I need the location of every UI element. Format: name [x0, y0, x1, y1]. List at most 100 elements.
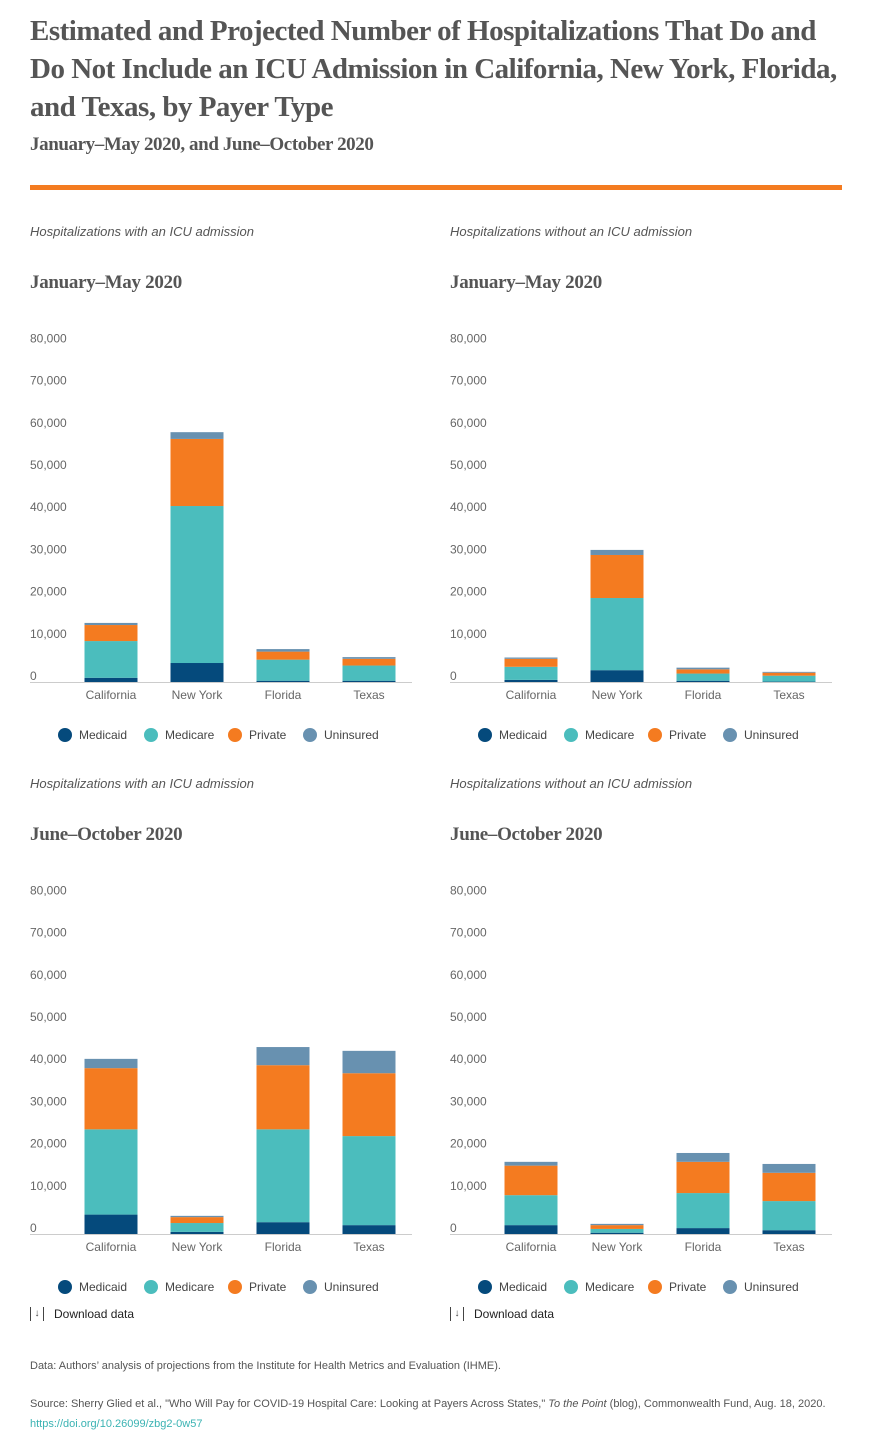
bar-segment-uninsured-texas[interactable]	[342, 1050, 396, 1074]
bar-segment-medicaid-texas[interactable]	[762, 681, 816, 683]
legend-item-medicaid[interactable]: Medicaid	[478, 1280, 547, 1294]
y-tick-label: 50,000	[30, 1010, 67, 1024]
panel-label: Hospitalizations with an ICU admission	[30, 224, 254, 239]
bar-segment-medicaid-california[interactable]	[504, 1225, 558, 1234]
bar-segment-medicare-california[interactable]	[504, 666, 558, 680]
bar-segment-medicare-texas[interactable]	[342, 665, 396, 681]
y-tick-label: 40,000	[450, 1052, 487, 1066]
legend-item-private[interactable]: Private	[648, 728, 706, 742]
bar-segment-private-california[interactable]	[84, 1068, 138, 1130]
bar-segment-medicaid-california[interactable]	[504, 679, 558, 682]
bar-segment-private-florida[interactable]	[256, 1065, 310, 1130]
bar-segment-medicare-california[interactable]	[84, 1129, 138, 1215]
bar-segment-medicare-florida[interactable]	[256, 1129, 310, 1223]
bar-segment-private-california[interactable]	[504, 658, 558, 667]
bar-segment-private-california[interactable]	[84, 625, 138, 642]
bar-segment-uninsured-california[interactable]	[84, 622, 138, 626]
bar-segment-uninsured-texas[interactable]	[762, 671, 816, 673]
bar-segment-uninsured-california[interactable]	[504, 657, 558, 659]
bar-segment-medicare-texas[interactable]	[762, 675, 816, 682]
legend-item-uninsured[interactable]: Uninsured	[723, 728, 799, 742]
legend-item-uninsured[interactable]: Uninsured	[723, 1280, 799, 1294]
legend-item-medicare[interactable]: Medicare	[564, 728, 634, 742]
legend-item-private[interactable]: Private	[228, 1280, 286, 1294]
bar-segment-medicaid-texas[interactable]	[762, 1230, 816, 1234]
bar-segment-private-texas[interactable]	[342, 658, 396, 666]
bar-segment-uninsured-florida[interactable]	[676, 1152, 730, 1162]
bar-segment-uninsured-florida[interactable]	[256, 1047, 310, 1066]
bar-segment-medicaid-florida[interactable]	[676, 680, 730, 682]
bar-segment-medicaid-florida[interactable]	[256, 1222, 310, 1234]
source-link[interactable]: https://doi.org/10.26099/zbg2-0w57	[30, 1418, 203, 1430]
legend-item-medicare[interactable]: Medicare	[144, 1280, 214, 1294]
bar-segment-private-florida[interactable]	[676, 669, 730, 674]
legend-item-uninsured[interactable]: Uninsured	[303, 1280, 379, 1294]
x-tick-label: California	[86, 688, 137, 702]
y-tick-label: 70,000	[30, 374, 67, 388]
bar-segment-uninsured-new-york[interactable]	[170, 432, 224, 439]
bar-segment-uninsured-texas[interactable]	[342, 657, 396, 659]
bar-segment-medicare-florida[interactable]	[256, 659, 310, 681]
bar-segment-medicare-texas[interactable]	[342, 1136, 396, 1226]
bar-segment-uninsured-california[interactable]	[504, 1161, 558, 1166]
bar-segment-private-texas[interactable]	[762, 672, 816, 676]
bar-segment-medicare-new-york[interactable]	[590, 1228, 644, 1233]
y-tick-label: 30,000	[30, 1094, 67, 1108]
bar-segment-medicare-new-york[interactable]	[590, 598, 644, 671]
bar-segment-medicaid-new-york[interactable]	[170, 663, 224, 682]
bar-segment-private-california[interactable]	[504, 1165, 558, 1196]
bar-segment-medicaid-florida[interactable]	[676, 1228, 730, 1234]
bar-segment-medicaid-california[interactable]	[84, 677, 138, 682]
bar-segment-uninsured-florida[interactable]	[256, 649, 310, 652]
legend-item-medicaid[interactable]: Medicaid	[478, 728, 547, 742]
bar-segment-uninsured-new-york[interactable]	[590, 1223, 644, 1226]
download-data-button-right[interactable]: ↓ Download data	[450, 1307, 554, 1321]
bar-segment-uninsured-texas[interactable]	[762, 1163, 816, 1173]
bar-segment-private-texas[interactable]	[342, 1073, 396, 1137]
bar-segment-uninsured-new-york[interactable]	[170, 1215, 224, 1218]
bar-segment-private-new-york[interactable]	[170, 438, 224, 507]
chart-title: Estimated and Projected Number of Hospit…	[30, 15, 837, 123]
bar-segment-medicaid-florida[interactable]	[256, 680, 310, 682]
bar-segment-uninsured-florida[interactable]	[676, 667, 730, 670]
chart-panel: Hospitalizations with an ICU admission J…	[30, 220, 430, 742]
bar-segment-medicare-florida[interactable]	[676, 673, 730, 681]
bar-segment-uninsured-new-york[interactable]	[590, 549, 644, 555]
bar-segment-private-new-york[interactable]	[590, 554, 644, 599]
bar-segment-medicaid-california[interactable]	[84, 1214, 138, 1234]
bar-segment-medicare-florida[interactable]	[676, 1193, 730, 1229]
bar-segment-private-texas[interactable]	[762, 1172, 816, 1202]
bar-segment-medicare-new-york[interactable]	[170, 506, 224, 664]
bar-segment-uninsured-california[interactable]	[84, 1058, 138, 1069]
bar-segment-private-florida[interactable]	[256, 651, 310, 660]
legend-item-private[interactable]: Private	[648, 1280, 706, 1294]
legend-item-medicaid[interactable]: Medicaid	[58, 1280, 127, 1294]
legend-item-medicaid[interactable]: Medicaid	[58, 728, 127, 742]
accent-rule	[30, 185, 842, 190]
bar-segment-medicaid-texas[interactable]	[342, 680, 396, 682]
bar-segment-medicare-texas[interactable]	[762, 1201, 816, 1231]
legend-swatch	[564, 1280, 578, 1294]
legend-item-private[interactable]: Private	[228, 728, 286, 742]
chart-panel: Hospitalizations with an ICU admission J…	[30, 772, 430, 1294]
bar-segment-medicaid-texas[interactable]	[342, 1225, 396, 1234]
legend-item-medicare[interactable]: Medicare	[564, 1280, 634, 1294]
legend-label: Medicaid	[499, 1280, 548, 1294]
bar-segment-medicaid-new-york[interactable]	[170, 1231, 224, 1234]
x-tick-label: Florida	[685, 1240, 722, 1254]
bar-segment-private-new-york[interactable]	[590, 1225, 644, 1229]
legend-item-uninsured[interactable]: Uninsured	[303, 728, 379, 742]
stacked-bar-chart: 0 10,000 20,000 30,000 40,000 50,000 60,000 70,…	[30, 883, 412, 1254]
bar-segment-private-florida[interactable]	[676, 1161, 730, 1194]
legend-item-medicare[interactable]: Medicare	[144, 728, 214, 742]
bar-segment-medicaid-new-york[interactable]	[590, 1232, 644, 1234]
bar-segment-medicare-new-york[interactable]	[170, 1223, 224, 1232]
bar-segment-medicare-california[interactable]	[84, 641, 138, 678]
panel-label: Hospitalizations without an ICU admissio…	[450, 224, 693, 239]
legend-label: Uninsured	[744, 1280, 799, 1294]
bar-segment-private-new-york[interactable]	[170, 1217, 224, 1224]
download-data-button-left[interactable]: ↓ Download data	[30, 1307, 134, 1321]
bar-segment-medicare-california[interactable]	[504, 1195, 558, 1226]
bar-segment-medicaid-new-york[interactable]	[590, 670, 644, 682]
y-tick-label: 10,000	[30, 1179, 67, 1193]
